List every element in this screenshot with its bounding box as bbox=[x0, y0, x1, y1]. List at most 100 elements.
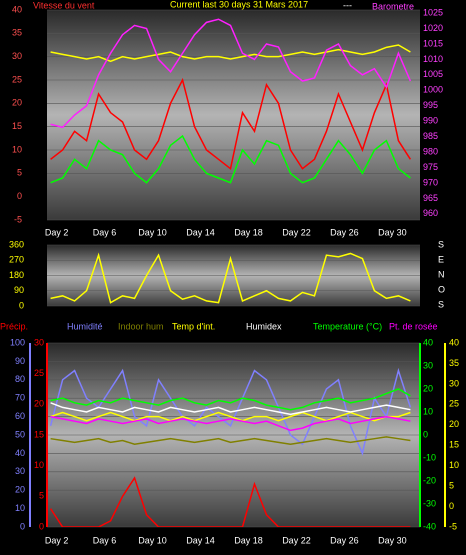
direction-label: N bbox=[438, 269, 445, 279]
y2-axis-title: Barometre bbox=[372, 1, 414, 11]
series-line bbox=[49, 367, 412, 456]
legend-label: Temp d'int. bbox=[172, 321, 215, 331]
y-tick-label: 40 bbox=[12, 4, 22, 14]
y4-tick-label: 10 bbox=[34, 460, 44, 470]
x-tick-label: Day 6 bbox=[93, 227, 117, 237]
y-tick-label: -5 bbox=[14, 214, 22, 224]
y-tick-label: 360 bbox=[9, 239, 24, 249]
direction-label: E bbox=[438, 254, 444, 264]
x-tick-label: Day 26 bbox=[330, 227, 359, 237]
y-tick-label: 70 bbox=[15, 393, 25, 403]
legend-label: Temperature (°C) bbox=[313, 321, 382, 331]
y-tick-label: 50 bbox=[15, 429, 25, 439]
x-tick-label: Day 26 bbox=[330, 535, 359, 545]
y3-tick-label: -5 bbox=[449, 521, 457, 531]
y-tick-label: 10 bbox=[15, 503, 25, 513]
y-tick-label: 20 bbox=[15, 485, 25, 495]
series-line bbox=[50, 402, 411, 416]
y2-tick-label: 1020 bbox=[423, 23, 443, 33]
y2-tick-label: 995 bbox=[423, 100, 438, 110]
x-tick-label: Day 22 bbox=[282, 227, 311, 237]
x-tick-label: Day 2 bbox=[45, 227, 69, 237]
y4-tick-label: 30 bbox=[34, 337, 44, 347]
y4-tick-label: 15 bbox=[34, 429, 44, 439]
series-line bbox=[50, 134, 411, 184]
y4-tick-label: 0 bbox=[39, 521, 44, 531]
y-tick-label: 15 bbox=[12, 121, 22, 131]
y-tick-label: 30 bbox=[12, 51, 22, 61]
x-tick-label: Day 10 bbox=[138, 227, 167, 237]
legend-label: Précip. bbox=[0, 321, 28, 331]
x-tick-label: Day 2 bbox=[45, 535, 69, 545]
legend-label: Pt. de rosée bbox=[389, 321, 438, 331]
x-tick-label: Day 30 bbox=[378, 227, 407, 237]
y-tick-label: 20 bbox=[12, 98, 22, 108]
y2-tick-label: 1025 bbox=[423, 7, 443, 17]
y2-tick-label: 1010 bbox=[423, 54, 443, 64]
y3-tick-label: 0 bbox=[449, 501, 454, 511]
y3-tick-label: 15 bbox=[449, 440, 459, 450]
y2-tick-label: 965 bbox=[423, 193, 438, 203]
legend-label: Indoor hum bbox=[118, 321, 164, 331]
x-tick-label: Day 30 bbox=[378, 535, 407, 545]
series-group bbox=[50, 252, 411, 304]
y3-tick-label: 35 bbox=[449, 358, 459, 368]
direction-label: O bbox=[438, 284, 445, 294]
y-tick-label: 30 bbox=[15, 466, 25, 476]
y2-tick-label: -40 bbox=[423, 521, 436, 531]
y-tick-label: 180 bbox=[9, 270, 24, 280]
y-tick-label: 5 bbox=[17, 168, 22, 178]
series-line bbox=[50, 415, 411, 432]
x-tick-label: Day 18 bbox=[234, 535, 263, 545]
plot-background bbox=[47, 10, 420, 220]
y-tick-label: 80 bbox=[15, 374, 25, 384]
x-tick-label: Day 22 bbox=[282, 535, 311, 545]
y2-tick-label: 1015 bbox=[423, 38, 443, 48]
legend-label: Humidex bbox=[246, 321, 282, 331]
series-line bbox=[50, 388, 411, 411]
y2-tick-label: 970 bbox=[423, 177, 438, 187]
y-tick-label: 270 bbox=[9, 255, 24, 265]
y2-tick-label: 960 bbox=[423, 208, 438, 218]
x-tick-label: Day 6 bbox=[93, 535, 117, 545]
series-line bbox=[50, 252, 411, 304]
y2-tick-label: 40 bbox=[423, 337, 433, 347]
x-tick-label: Day 14 bbox=[186, 227, 215, 237]
y-tick-label: 90 bbox=[15, 356, 25, 366]
y3-tick-label: 30 bbox=[449, 378, 459, 388]
chart-title: Current last 30 days 31 Mars 2017 bbox=[170, 0, 308, 9]
y2-tick-label: 1005 bbox=[423, 69, 443, 79]
y2-tick-label: 20 bbox=[423, 383, 433, 393]
y3-tick-label: 25 bbox=[449, 399, 459, 409]
y2-tick-label: 10 bbox=[423, 406, 433, 416]
y2-tick-label: 30 bbox=[423, 360, 433, 370]
y2-tick-label: -20 bbox=[423, 475, 436, 485]
y4-tick-label: 5 bbox=[39, 491, 44, 501]
series-line bbox=[50, 436, 411, 445]
series-group bbox=[50, 18, 412, 184]
y-tick-label: 0 bbox=[17, 191, 22, 201]
y2-tick-label: -30 bbox=[423, 498, 436, 508]
y-tick-label: 60 bbox=[15, 411, 25, 421]
series-line bbox=[50, 18, 412, 129]
x-tick-label: Day 18 bbox=[234, 227, 263, 237]
y2-tick-label: 0 bbox=[423, 429, 428, 439]
y2-tick-label: 1000 bbox=[423, 85, 443, 95]
y-tick-label: 100 bbox=[10, 337, 25, 347]
chart-subtitle: --- bbox=[343, 0, 352, 10]
y-tick-label: 35 bbox=[12, 28, 22, 38]
y4-tick-label: 20 bbox=[34, 399, 44, 409]
y2-tick-label: 985 bbox=[423, 131, 438, 141]
y-tick-label: 25 bbox=[12, 74, 22, 84]
y2-tick-label: -10 bbox=[423, 452, 436, 462]
y-tick-label: 0 bbox=[19, 300, 24, 310]
y3-tick-label: 20 bbox=[449, 419, 459, 429]
y3-tick-label: 10 bbox=[449, 460, 459, 470]
y-tick-label: 10 bbox=[12, 144, 22, 154]
x-tick-label: Day 14 bbox=[186, 535, 215, 545]
y2-tick-label: 980 bbox=[423, 146, 438, 156]
legend-label: Humidité bbox=[67, 321, 103, 331]
series-group bbox=[49, 367, 412, 527]
series-line bbox=[50, 44, 411, 63]
